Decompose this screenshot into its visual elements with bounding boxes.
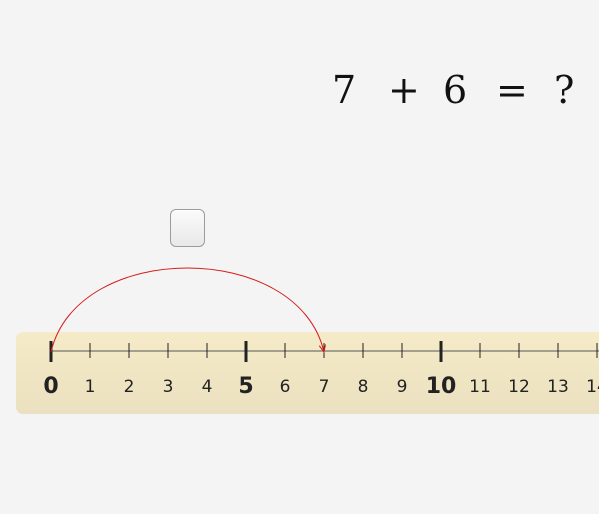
equation-operand-a: 7 — [332, 68, 357, 112]
tick-label-11: 11 — [469, 377, 491, 397]
tick-label-5: 5 — [238, 374, 253, 399]
tick-label-6: 6 — [280, 377, 291, 397]
number-line-labels: 01234567891011121314 — [43, 374, 599, 399]
equation-operand-b: 6 — [443, 68, 468, 112]
equation-operator: + — [388, 68, 420, 112]
tick-label-8: 8 — [358, 377, 369, 397]
tick-label-1: 1 — [85, 377, 96, 397]
number-line-ruler — [16, 332, 599, 414]
tick-label-4: 4 — [202, 377, 213, 397]
tick-label-7: 7 — [319, 377, 330, 397]
answer-box[interactable] — [170, 209, 205, 247]
tick-label-0: 0 — [43, 374, 58, 399]
tick-label-3: 3 — [163, 377, 174, 397]
equation-unknown: ? — [554, 68, 575, 112]
tick-label-12: 12 — [508, 377, 530, 397]
tick-label-2: 2 — [124, 377, 135, 397]
tick-label-14: 14 — [586, 377, 599, 397]
tick-label-13: 13 — [547, 377, 569, 397]
tick-label-10: 10 — [426, 374, 457, 399]
equation-equals: = — [496, 68, 528, 112]
jump-arc — [50, 267, 324, 352]
number-line-ticks — [49, 341, 598, 362]
tick-label-9: 9 — [397, 377, 408, 397]
